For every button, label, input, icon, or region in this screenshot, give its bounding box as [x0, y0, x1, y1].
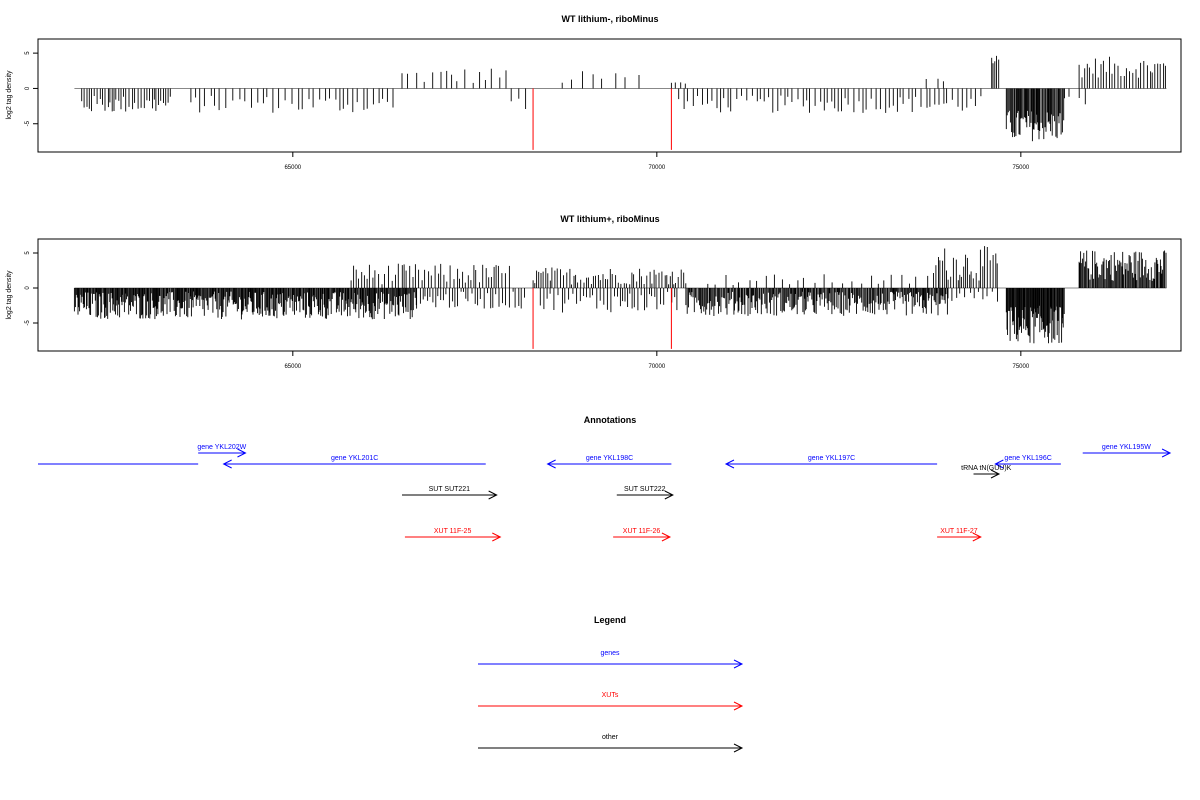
- feature-arrowhead: [664, 490, 674, 500]
- legend-label: other: [602, 734, 619, 741]
- y-tick-label: -5: [25, 320, 31, 326]
- legend-label: genes: [600, 650, 620, 657]
- legend-label: XUTs: [602, 692, 619, 699]
- y-axis-label: log2 tag density: [6, 70, 13, 120]
- feature-arrowhead: [492, 532, 502, 542]
- legend-arrowhead: [733, 701, 744, 711]
- feature-label: gene YKL201C: [331, 455, 378, 462]
- y-tick-label: 5: [25, 51, 31, 55]
- signal-bars: [73, 246, 1167, 349]
- x-tick-label: 70000: [648, 364, 665, 370]
- x-tick-label: 75000: [1012, 364, 1029, 370]
- x-tick-label: 65000: [284, 364, 301, 370]
- feature-label: tRNA tN(GUU)K: [961, 465, 1012, 472]
- feature-arrowhead: [488, 490, 498, 500]
- feature-arrowhead: [237, 448, 247, 458]
- legend-arrowhead: [733, 743, 744, 753]
- x-tick-label: 65000: [284, 165, 301, 171]
- x-tick-label: 70000: [648, 165, 665, 171]
- annotations-title: Annotations: [584, 415, 637, 425]
- feature-arrowhead: [1161, 448, 1172, 458]
- feature-arrowhead: [222, 459, 232, 469]
- feature-arrows: gene YKL202W gene YKL201C gene YKL198C gene…: [38, 444, 1172, 542]
- feature-label: XUT 11F-27: [940, 528, 978, 535]
- axes: 65000 70000 75000 -5 0 5: [25, 51, 1030, 171]
- feature-arrowhead: [724, 459, 735, 469]
- signal-bars: [74, 55, 1167, 150]
- track-panel-lithium-minus: WT lithium-, riboMinus log2 tag density …: [6, 14, 1182, 171]
- feature-label: gene YKL196C: [1004, 455, 1051, 462]
- y-tick-label: 5: [25, 251, 31, 255]
- feature-label: SUT SUT221: [429, 486, 471, 493]
- y-tick-label: 0: [25, 286, 31, 290]
- feature-label: gene YKL197C: [808, 455, 855, 462]
- feature-label: XUT 11F-26: [623, 528, 661, 535]
- y-tick-label: 0: [25, 86, 31, 90]
- feature-arrowhead: [990, 469, 1001, 479]
- y-axis-label: log2 tag density: [6, 270, 13, 320]
- feature-label: gene YKL202W: [197, 444, 246, 451]
- x-tick-label: 75000: [1012, 165, 1029, 171]
- plot-frame: [37, 38, 1182, 153]
- feature-label: gene YKL195W: [1102, 444, 1151, 451]
- y-tick-label: -5: [25, 120, 31, 126]
- feature-label: gene YKL198C: [586, 455, 633, 462]
- panel-title: WT lithium-, riboMinus: [562, 14, 659, 24]
- feature-arrowhead: [994, 459, 1004, 469]
- feature-arrowhead: [546, 459, 556, 469]
- feature-arrowhead: [661, 532, 672, 542]
- panel-title: WT lithium+, riboMinus: [560, 214, 659, 224]
- track-panel-lithium-plus: WT lithium+, riboMinus log2 tag density …: [6, 214, 1182, 370]
- legend-title: Legend: [594, 615, 626, 625]
- feature-arrowhead: [972, 532, 982, 542]
- feature-label: XUT 11F-25: [434, 528, 472, 535]
- plot-frame: [37, 238, 1182, 352]
- legend: Legend genes XUTs other: [478, 615, 744, 753]
- legend-arrowhead: [733, 659, 744, 669]
- legend-items: genes XUTs other: [478, 650, 744, 753]
- axes: 65000 70000 75000 -5 0 5: [25, 251, 1030, 370]
- feature-label: SUT SUT222: [624, 486, 666, 493]
